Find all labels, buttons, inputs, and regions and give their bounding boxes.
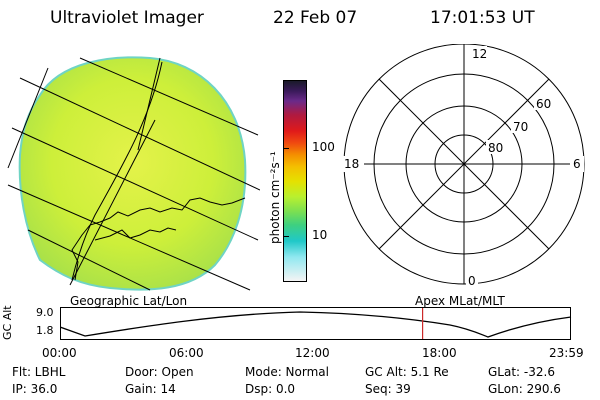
mlt-label-6: 6 [573, 157, 581, 171]
colorbar-tick-10 [284, 236, 289, 237]
coastline-inner [94, 227, 177, 241]
glat-status: GLat: -32.6 [488, 365, 555, 379]
altitude-min-label: 1.8 [36, 324, 54, 337]
apex-panel-title: Apex MLat/MLT [415, 294, 505, 308]
dsp-status: Dsp: 0.0 [245, 382, 296, 396]
glon-status: GLon: 290.6 [488, 382, 561, 396]
polar-mlat-mlt-plot: 12 18 6 0 60 70 80 [342, 44, 585, 288]
geographic-panel-title: Geographic Lat/Lon [70, 294, 188, 308]
instrument-title: Ultraviolet Imager [50, 8, 204, 28]
altitude-axis-label: GC Alt [1, 305, 14, 340]
lat-label-70: 70 [513, 120, 528, 134]
lat-label-80: 80 [488, 141, 503, 155]
colorbar-label-10: 10 [312, 228, 328, 242]
gain-status: Gain: 14 [125, 382, 176, 396]
observation-date: 22 Feb 07 [273, 8, 358, 28]
intensity-colorbar [283, 80, 307, 282]
coastline [71, 197, 246, 281]
colorbar-label-100: 100 [312, 140, 335, 154]
colorbar-tick-100 [284, 148, 289, 149]
mlt-label-18: 18 [344, 157, 359, 171]
altitude-max-label: 9.0 [36, 306, 54, 319]
lat-label-60: 60 [536, 97, 551, 111]
door-status: Door: Open [125, 365, 194, 379]
time-tick-0000: 00:00 [42, 346, 77, 360]
time-tick-2359: 23:59 [549, 346, 584, 360]
seq-status: Seq: 39 [365, 382, 411, 396]
mode-status: Mode: Normal [245, 365, 329, 379]
colorbar-unit-label: photon cm⁻²s⁻¹ [268, 151, 282, 244]
observation-time: 17:01:53 UT [430, 8, 535, 28]
geographic-uv-image [7, 56, 260, 291]
geographic-grid [7, 57, 260, 291]
polar-diagonal-2 [378, 78, 550, 250]
altitude-curve [60, 311, 572, 338]
gc-alt-status: GC Alt: 5.1 Re [365, 365, 449, 379]
ip-status: IP: 36.0 [12, 382, 58, 396]
auroral-emission-disk [18, 56, 247, 291]
filter-status: Flt: LBHL [12, 365, 66, 379]
time-tick-1200: 12:00 [295, 346, 330, 360]
mlt-label-0: 0 [468, 274, 476, 288]
mlt-label-12: 12 [472, 47, 487, 61]
time-tick-0600: 06:00 [169, 346, 204, 360]
time-tick-1800: 18:00 [422, 346, 457, 360]
altitude-timeline-plot [60, 307, 572, 340]
